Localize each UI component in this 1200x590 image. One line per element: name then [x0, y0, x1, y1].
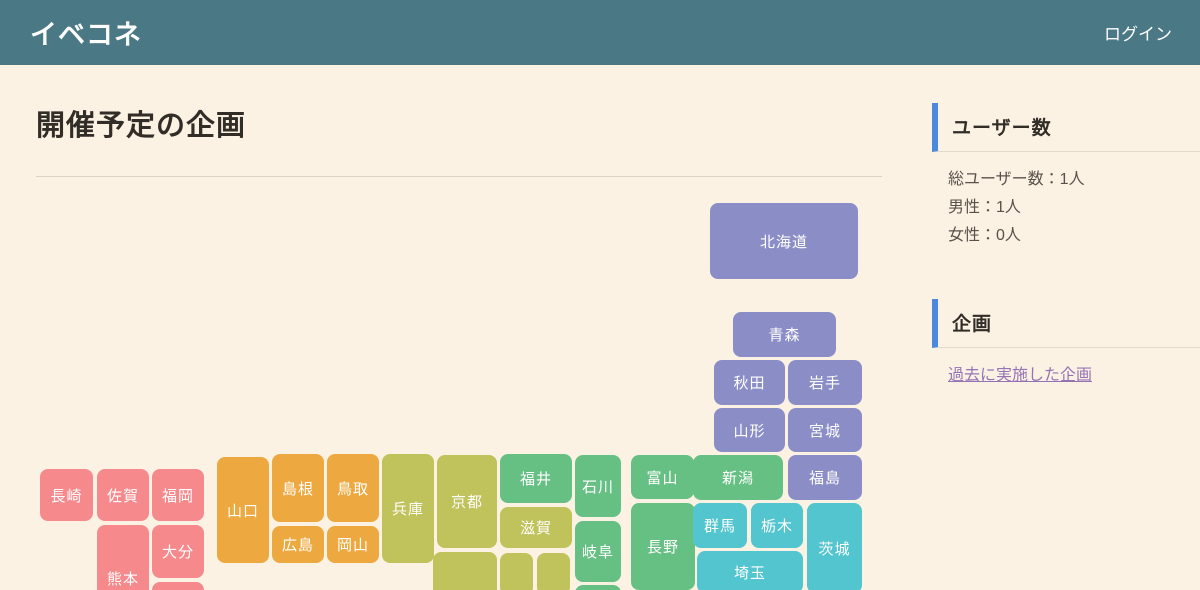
prefecture-tile-yamagata[interactable]: 山形	[714, 408, 785, 452]
prefecture-tile-akita[interactable]: 秋田	[714, 360, 785, 405]
brand-logo[interactable]: イベコネ	[30, 20, 142, 50]
prefecture-tile-gifu[interactable]: 岐阜	[575, 521, 621, 582]
prefecture-tile-fukuoka[interactable]: 福岡	[152, 469, 204, 521]
stat-female-users: 女性：0人	[948, 227, 1021, 244]
stat-total-users: 総ユーザー数：1人	[948, 171, 1085, 188]
prefecture-tile-shimane[interactable]: 島根	[272, 454, 324, 522]
user-stats-heading: ユーザー数	[932, 103, 1200, 152]
app-header: イベコネ ログイン	[0, 0, 1200, 65]
prefecture-tile-saitama[interactable]: 埼玉	[697, 551, 803, 590]
prefecture-tile-iwate[interactable]: 岩手	[788, 360, 862, 405]
prefecture-tile-okayama[interactable]: 岡山	[327, 526, 379, 563]
prefecture-tile-hyogo[interactable]: 兵庫	[382, 454, 434, 563]
prefecture-tile-niigata[interactable]: 新潟	[693, 455, 783, 500]
prefecture-tile-hiroshima[interactable]: 広島	[272, 526, 324, 563]
past-plans-link[interactable]: 過去に実施した企画	[948, 367, 1093, 384]
plans-body: 過去に実施した企画	[932, 348, 1200, 390]
plans-section: 企画 過去に実施した企画	[932, 299, 1200, 390]
prefecture-tile-toyama[interactable]: 富山	[631, 455, 694, 499]
prefecture-tile-nagasaki[interactable]: 長崎	[40, 469, 93, 521]
prefecture-tile-partial-kinki-1[interactable]	[433, 552, 497, 590]
prefecture-tile-nagano[interactable]: 長野	[631, 503, 695, 590]
prefecture-tile-partial-kinki-2[interactable]	[500, 553, 533, 590]
prefecture-tile-partial-kyushu-south[interactable]	[152, 582, 204, 590]
prefecture-tile-ibaraki[interactable]: 茨城	[807, 503, 862, 590]
prefecture-tile-fukui[interactable]: 福井	[500, 454, 572, 503]
prefecture-tile-tochigi[interactable]: 栃木	[751, 503, 803, 548]
prefecture-tile-partial-kinki-3[interactable]	[537, 553, 570, 590]
stat-male-users: 男性：1人	[948, 199, 1021, 216]
prefecture-tile-ishikawa[interactable]: 石川	[575, 455, 621, 517]
prefecture-tile-hokkaido[interactable]: 北海道	[710, 203, 858, 279]
content-divider	[36, 176, 882, 177]
prefecture-tile-partial-chubu-south[interactable]	[575, 585, 621, 590]
prefecture-tile-kyoto[interactable]: 京都	[437, 455, 497, 548]
user-stats-body: 総ユーザー数：1人 男性：1人 女性：0人	[932, 152, 1200, 250]
prefecture-tile-fukushima[interactable]: 福島	[788, 455, 862, 500]
prefecture-tile-kumamoto[interactable]: 熊本	[97, 525, 149, 590]
prefecture-tile-saga[interactable]: 佐賀	[97, 469, 149, 521]
prefecture-tile-aomori[interactable]: 青森	[733, 312, 836, 357]
user-stats-section: ユーザー数 総ユーザー数：1人 男性：1人 女性：0人	[932, 103, 1200, 250]
plans-heading: 企画	[932, 299, 1200, 348]
prefecture-tile-shiga[interactable]: 滋賀	[500, 507, 572, 548]
sidebar: ユーザー数 総ユーザー数：1人 男性：1人 女性：0人 企画 過去に実施した企画	[932, 103, 1200, 390]
prefecture-tile-tottori[interactable]: 鳥取	[327, 454, 379, 522]
japan-map: 北海道青森 秋田 岩手 山形 宮城 福島 新潟 富山 石川 福井 岐阜 長野 群馬 栃木 埼玉 茨城 京都 滋賀 兵…	[0, 190, 910, 590]
prefecture-tile-yamaguchi[interactable]: 山口	[217, 457, 269, 563]
prefecture-tile-gunma[interactable]: 群馬	[693, 503, 747, 548]
login-link[interactable]: ログイン	[1104, 25, 1172, 44]
prefecture-tile-miyagi[interactable]: 宮城	[788, 408, 862, 452]
prefecture-tile-oita[interactable]: 大分	[152, 525, 204, 578]
page-title: 開催予定の企画	[36, 110, 247, 142]
